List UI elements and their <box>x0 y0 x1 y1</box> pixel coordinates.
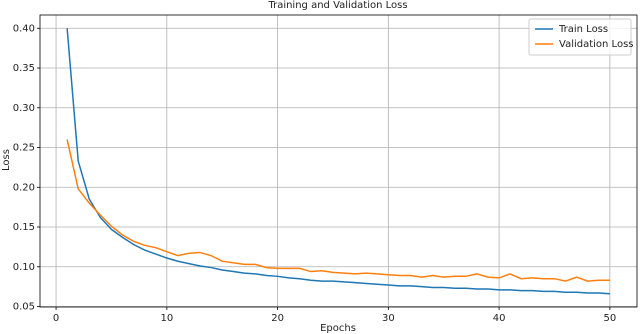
y-tick-label: 0.25 <box>13 143 35 154</box>
plot-frame <box>39 14 638 308</box>
y-tick-label: 0.10 <box>13 262 35 273</box>
x-tick-label: 40 <box>493 313 506 324</box>
x-tick-label: 50 <box>603 313 616 324</box>
y-tick-label: 0.05 <box>13 302 35 313</box>
y-tick-label: 0.15 <box>13 222 35 233</box>
x-tick-label: 10 <box>160 313 173 324</box>
y-tick-label: 0.30 <box>13 103 35 114</box>
x-axis-label: Epochs <box>320 323 356 334</box>
series-line <box>66 139 610 282</box>
legend-box <box>528 18 632 56</box>
legend-label: Train Loss <box>558 24 608 35</box>
legend-label: Validation Loss <box>559 39 634 50</box>
y-tick-label: 0.40 <box>13 23 35 34</box>
y-axis-label: Loss <box>1 149 12 171</box>
chart-title: Training and Validation Loss <box>267 0 407 11</box>
x-tick-label: 20 <box>271 313 284 324</box>
x-tick-label: 0 <box>53 313 59 324</box>
y-tick-label: 0.35 <box>13 63 35 74</box>
x-tick-label: 30 <box>382 313 395 324</box>
y-tick-label: 0.20 <box>13 182 35 193</box>
series-line <box>66 28 610 295</box>
